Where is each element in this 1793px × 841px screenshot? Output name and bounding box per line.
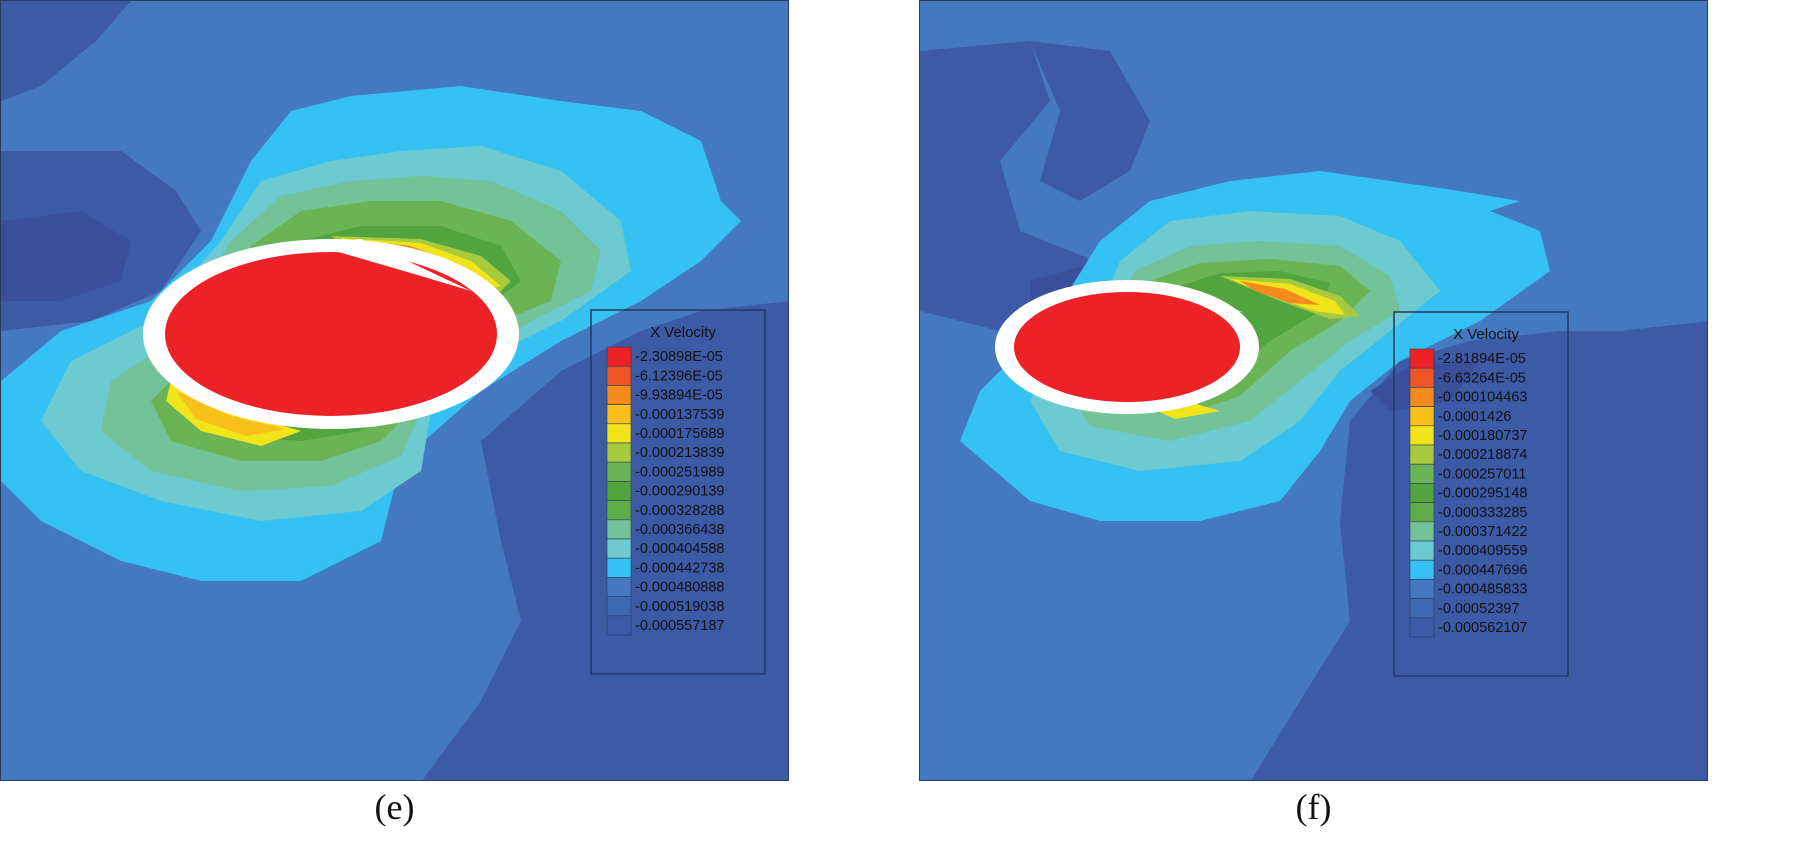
legend-level-label: -0.000213839: [635, 445, 725, 461]
legend-swatch: [606, 577, 632, 597]
legend-level-label: -0.000409559: [1438, 543, 1528, 559]
cylinder-core: [165, 252, 497, 416]
legend-swatch: [1409, 425, 1435, 446]
legend-swatch: [606, 615, 632, 636]
legend-title: X Velocity: [1453, 326, 1519, 343]
legend-swatch: [1409, 387, 1435, 407]
legend-level-label: -0.000251989: [635, 464, 725, 480]
legend-level-label: -0.000257011: [1438, 466, 1526, 482]
legend-swatch: [606, 346, 632, 367]
legend-level-label: -0.000328288: [635, 503, 725, 519]
legend-level-label: -0.000447696: [1438, 562, 1528, 578]
legend-level-label: -0.000371422: [1438, 524, 1528, 540]
legend-level-label: -0.000218874: [1438, 447, 1528, 463]
legend-swatch: [1409, 367, 1435, 388]
contour-panel-e: X Velocity -2.30898E-05 -6.12396E-05 -9.93…: [0, 0, 789, 781]
legend-level-label: -0.000562107: [1438, 620, 1528, 636]
legend-swatch: [606, 500, 632, 521]
legend-swatch: [606, 365, 632, 386]
region-orange-yellow-bottom: [176, 391, 286, 436]
legend-swatch: [606, 481, 632, 501]
legend-swatch: [1409, 617, 1435, 638]
legend-swatch: [1409, 463, 1435, 484]
region-deep-blue-right: [422, 301, 788, 780]
legend-swatch: [606, 519, 632, 540]
legend-swatch: [606, 596, 632, 617]
legend-level-label: -2.81894E-05: [1438, 351, 1526, 367]
legend-level-label: -0.000519038: [635, 599, 725, 615]
legend-swatch: [1409, 579, 1435, 599]
region-deep-blue-left: [920, 41, 1130, 331]
legend-swatch: [1409, 483, 1435, 503]
legend-swatch: [1409, 598, 1435, 619]
region-yellow-bottom: [1120, 371, 1220, 419]
cylinder-gap: [311, 239, 471, 291]
legend-level-label: -0.000180737: [1438, 428, 1528, 444]
legend-level-label: -6.63264E-05: [1438, 370, 1526, 386]
legend-level-label: -0.000175689: [635, 426, 725, 442]
panel-label-e: (e): [374, 787, 415, 827]
legend-swatch: [1409, 348, 1435, 369]
legend-level-label: -0.000366438: [635, 522, 725, 538]
legend-swatch: [1409, 444, 1435, 465]
legend-swatch: [1409, 502, 1435, 523]
region-orange-top: [1240, 281, 1320, 305]
legend-level-label: -0.000485833: [1438, 582, 1528, 598]
legend-level-label: -9.93894E-05: [635, 388, 723, 404]
legend-swatch: [1409, 521, 1435, 542]
contour-plot-e: X Velocity -2.30898E-05 -6.12396E-05 -9.93…: [1, 1, 788, 780]
legend-level-label: -0.00052397: [1438, 601, 1519, 617]
region-deep-blue-upper: [1030, 41, 1150, 201]
legend-level-label: -0.000442738: [635, 560, 725, 576]
region-deep-blue-left-core: [1, 211, 131, 301]
panel-label-f: (f): [1295, 787, 1332, 827]
legend-swatch: [1409, 540, 1435, 561]
legend-swatch: [606, 538, 632, 559]
legend-items: -2.30898E-05 -6.12396E-05 -9.93894E-05 -0.0…: [606, 346, 725, 636]
legend-level-label: -0.000404588: [635, 541, 725, 557]
cylinder-gap: [1125, 282, 1245, 313]
legend-level-label: -2.30898E-05: [635, 349, 723, 365]
legend-level-label: -0.000295148: [1438, 486, 1528, 502]
cylinder-core: [1014, 292, 1240, 402]
contour-panel-f: X Velocity -2.81894E-05 -6.63264E-05 -0.00…: [919, 0, 1708, 781]
legend-items: -2.81894E-05 -6.63264E-05 -0.000104463 -0.0…: [1409, 348, 1528, 638]
legend-level-label: -0.000480888: [635, 580, 725, 596]
legend-swatch: [606, 461, 632, 482]
legend-frame: [1393, 311, 1569, 677]
legend-level-label: -0.000290139: [635, 484, 725, 500]
legend-f: X Velocity -2.81894E-05 -6.63264E-05 -0.00…: [1393, 311, 1569, 677]
legend-swatch: [1409, 559, 1435, 580]
legend-level-label: -0.0001426: [1438, 409, 1511, 425]
legend-swatch: [606, 404, 632, 425]
region-deep-blue-right: [1251, 321, 1707, 780]
region-deep-blue-top-left: [1, 1, 131, 101]
legend-level-label: -6.12396E-05: [635, 368, 723, 384]
legend-swatch: [606, 423, 632, 444]
legend-swatch: [606, 557, 632, 578]
legend-e: X Velocity -2.30898E-05 -6.12396E-05 -9.93…: [590, 309, 766, 675]
legend-level-label: -0.000333285: [1438, 505, 1528, 521]
legend-frame: [590, 309, 766, 675]
legend-swatch: [1409, 406, 1435, 427]
legend-level-label: -0.000104463: [1438, 390, 1528, 406]
legend-swatch: [606, 385, 632, 405]
legend-swatch: [606, 442, 632, 463]
legend-level-label: -0.000557187: [635, 618, 725, 634]
legend-level-label: -0.000137539: [635, 407, 725, 423]
legend-title: X Velocity: [650, 324, 716, 341]
contour-plot-f: X Velocity -2.81894E-05 -6.63264E-05 -0.00…: [920, 1, 1707, 780]
